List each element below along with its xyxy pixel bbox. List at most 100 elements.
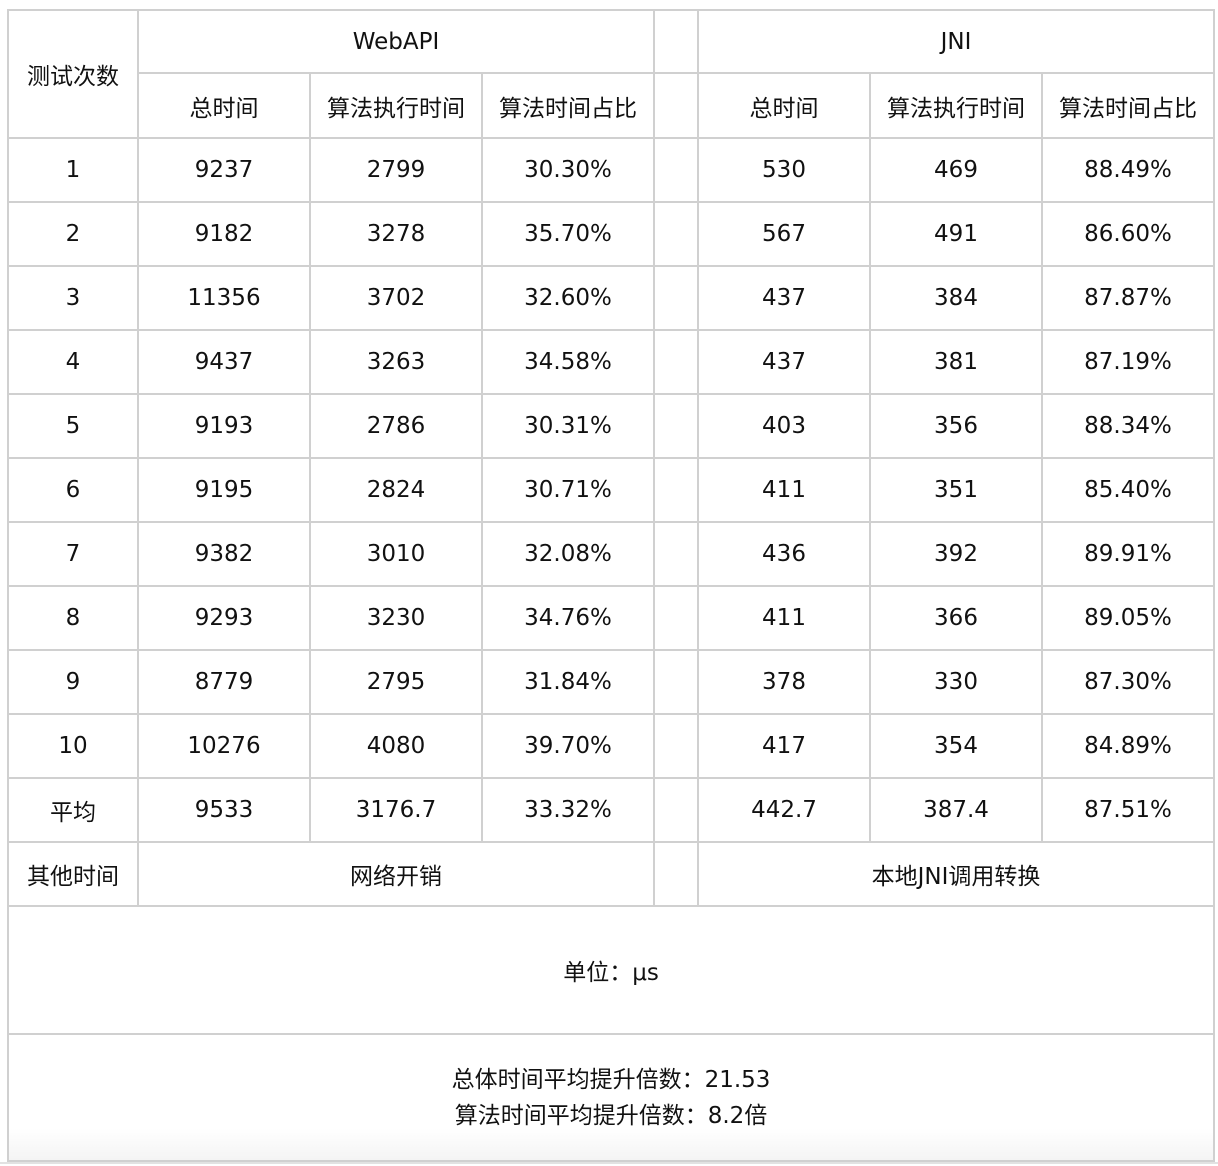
jni-total-time: 403 xyxy=(697,393,871,459)
unit-note: 单位：μs xyxy=(7,905,1215,1035)
row-index: 8 xyxy=(7,585,139,651)
col-header-total-time: 总时间 xyxy=(137,72,311,139)
row-index: 9 xyxy=(7,649,139,715)
other-time-jni: 本地JNI调用转换 xyxy=(697,841,1215,907)
group-header-jni: JNI xyxy=(697,9,1215,74)
spacer-cell xyxy=(653,72,699,139)
spacer-cell xyxy=(653,713,699,779)
jni-algo-ratio: 87.30% xyxy=(1041,649,1215,715)
summary-row: 总体时间平均提升倍数：21.53 算法时间平均提升倍数：8.2倍 xyxy=(7,1033,1215,1162)
benchmark-table: 测试次数 WebAPI JNI 总时间 算法执行时间 算法时间占比 总时间 算法… xyxy=(7,9,1215,1162)
jni-algo-ratio: 85.40% xyxy=(1041,457,1215,523)
webapi-algo-ratio: 34.58% xyxy=(481,329,655,395)
jni-algo-time: 381 xyxy=(869,329,1043,395)
header-row-columns: 总时间 算法执行时间 算法时间占比 总时间 算法执行时间 算法时间占比 xyxy=(8,72,1215,139)
webapi-algo-ratio: 39.70% xyxy=(481,713,655,779)
spacer-cell xyxy=(653,329,699,395)
webapi-total-time: 9195 xyxy=(137,457,311,523)
webapi-algo-ratio: 34.76% xyxy=(481,585,655,651)
table-row: 7 9382 3010 32.08% 436 392 89.91% xyxy=(7,521,1215,587)
row-index: 4 xyxy=(7,329,139,395)
sheet-gridline xyxy=(0,1162,1218,1164)
webapi-total-time: 9293 xyxy=(137,585,311,651)
spacer-cell xyxy=(653,201,699,267)
jni-algo-ratio: 87.87% xyxy=(1041,265,1215,331)
other-time-label: 其他时间 xyxy=(7,841,139,907)
webapi-algo-time: 2786 xyxy=(309,393,483,459)
row-label-header: 测试次数 xyxy=(7,9,139,139)
col-header-algo-ratio: 算法时间占比 xyxy=(481,72,655,139)
spacer-cell xyxy=(653,457,699,523)
webapi-total-time: 11356 xyxy=(137,265,311,331)
jni-algo-ratio: 88.49% xyxy=(1041,137,1215,203)
webapi-algo-time: 3702 xyxy=(309,265,483,331)
group-header-webapi: WebAPI xyxy=(137,9,655,74)
header-row-groups: 测试次数 WebAPI JNI xyxy=(7,9,1215,139)
webapi-total-time: 8779 xyxy=(137,649,311,715)
row-index: 3 xyxy=(7,265,139,331)
table-row: 4 9437 3263 34.58% 437 381 87.19% xyxy=(7,329,1215,395)
jni-total-time: 417 xyxy=(697,713,871,779)
jni-algo-ratio: 87.51% xyxy=(1041,777,1215,843)
jni-total-time: 378 xyxy=(697,649,871,715)
jni-algo-ratio: 84.89% xyxy=(1041,713,1215,779)
webapi-algo-time: 3263 xyxy=(309,329,483,395)
webapi-algo-time: 4080 xyxy=(309,713,483,779)
jni-total-time: 530 xyxy=(697,137,871,203)
table-row: 5 9193 2786 30.31% 403 356 88.34% xyxy=(7,393,1215,459)
table-row: 6 9195 2824 30.71% 411 351 85.40% xyxy=(7,457,1215,523)
jni-total-time: 411 xyxy=(697,585,871,651)
spacer-cell xyxy=(653,841,699,907)
webapi-total-time: 9237 xyxy=(137,137,311,203)
webapi-total-time: 9533 xyxy=(137,777,311,843)
unit-row: 单位：μs xyxy=(7,905,1215,1035)
summary-total-speedup: 总体时间平均提升倍数：21.53 xyxy=(451,1066,771,1093)
spacer-cell xyxy=(653,777,699,843)
webapi-algo-time: 3176.7 xyxy=(309,777,483,843)
col-header-total-time: 总时间 xyxy=(697,72,871,139)
other-time-webapi: 网络开销 xyxy=(137,841,655,907)
table-row: 10 10276 4080 39.70% 417 354 84.89% xyxy=(7,713,1215,779)
webapi-algo-time: 3010 xyxy=(309,521,483,587)
jni-algo-time: 356 xyxy=(869,393,1043,459)
other-time-row: 其他时间 网络开销 本地JNI调用转换 xyxy=(7,841,1215,907)
webapi-algo-time: 3230 xyxy=(309,585,483,651)
jni-total-time: 437 xyxy=(697,329,871,395)
jni-algo-time: 366 xyxy=(869,585,1043,651)
spacer-cell xyxy=(653,393,699,459)
jni-algo-time: 351 xyxy=(869,457,1043,523)
col-header-algo-ratio: 算法时间占比 xyxy=(1041,72,1215,139)
webapi-algo-ratio: 30.30% xyxy=(481,137,655,203)
row-index: 7 xyxy=(7,521,139,587)
webapi-algo-ratio: 33.32% xyxy=(481,777,655,843)
webapi-algo-ratio: 31.84% xyxy=(481,649,655,715)
webapi-algo-ratio: 32.60% xyxy=(481,265,655,331)
col-header-algo-time: 算法执行时间 xyxy=(309,72,483,139)
jni-algo-time: 330 xyxy=(869,649,1043,715)
jni-algo-ratio: 87.19% xyxy=(1041,329,1215,395)
table-row: 2 9182 3278 35.70% 567 491 86.60% xyxy=(7,201,1215,267)
webapi-total-time: 9382 xyxy=(137,521,311,587)
spacer-cell xyxy=(653,649,699,715)
jni-total-time: 436 xyxy=(697,521,871,587)
table-row: 8 9293 3230 34.76% 411 366 89.05% xyxy=(7,585,1215,651)
webapi-total-time: 9193 xyxy=(137,393,311,459)
table-row: 3 11356 3702 32.60% 437 384 87.87% xyxy=(7,265,1215,331)
spacer-cell xyxy=(653,265,699,331)
spacer-cell xyxy=(653,9,699,74)
webapi-algo-ratio: 30.71% xyxy=(481,457,655,523)
webapi-algo-time: 2795 xyxy=(309,649,483,715)
jni-algo-time: 392 xyxy=(869,521,1043,587)
row-index: 6 xyxy=(7,457,139,523)
row-index: 2 xyxy=(7,201,139,267)
table-row: 9 8779 2795 31.84% 378 330 87.30% xyxy=(7,649,1215,715)
jni-algo-time: 469 xyxy=(869,137,1043,203)
summary-cell: 总体时间平均提升倍数：21.53 算法时间平均提升倍数：8.2倍 xyxy=(7,1033,1215,1162)
summary-algo-speedup: 算法时间平均提升倍数：8.2倍 xyxy=(454,1102,768,1129)
webapi-total-time: 10276 xyxy=(137,713,311,779)
spacer-cell xyxy=(653,585,699,651)
webapi-algo-time: 2824 xyxy=(309,457,483,523)
spacer-cell xyxy=(653,137,699,203)
jni-algo-time: 491 xyxy=(869,201,1043,267)
jni-algo-ratio: 86.60% xyxy=(1041,201,1215,267)
